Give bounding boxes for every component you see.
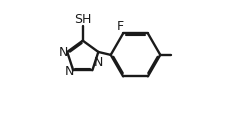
Text: SH: SH xyxy=(74,13,91,26)
Text: N: N xyxy=(94,56,103,69)
Text: N: N xyxy=(59,46,68,59)
Text: N: N xyxy=(65,64,74,77)
Text: F: F xyxy=(116,19,124,32)
